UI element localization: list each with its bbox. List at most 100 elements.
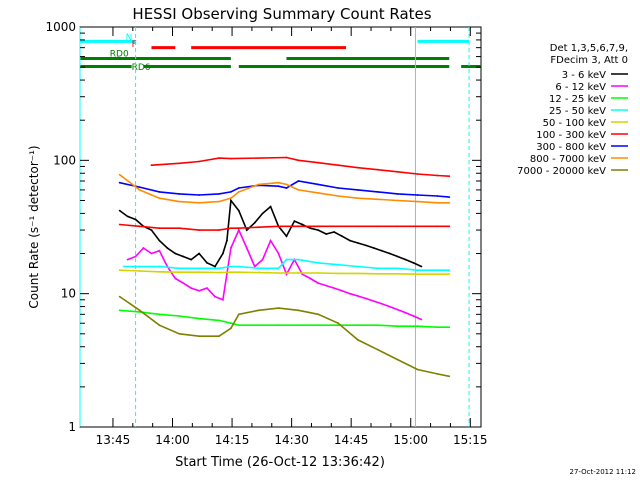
series-point-9 (337, 164, 339, 167)
series-point-3 (277, 267, 280, 270)
series-point-1 (269, 239, 272, 242)
series-point-6 (198, 194, 201, 196)
series-point-7 (297, 189, 300, 191)
series-point-4 (448, 273, 451, 276)
y-tick-label: 1000 (45, 20, 76, 34)
series-point-1 (365, 297, 367, 300)
series-layer (118, 156, 451, 378)
legend-label: 100 - 300 keV (536, 130, 606, 141)
series-point-5 (277, 225, 280, 228)
series-point-9 (357, 166, 359, 169)
series-point-1 (325, 284, 328, 287)
series-point-1 (214, 295, 216, 298)
series-point-1 (261, 258, 264, 261)
series-point-0 (118, 209, 121, 212)
series-point-1 (372, 300, 375, 302)
series-point-0 (214, 265, 216, 268)
series-point-9 (376, 168, 379, 171)
series-point-1 (150, 252, 153, 255)
series-point-4 (218, 271, 220, 274)
series-point-9 (436, 174, 439, 177)
series-point-6 (297, 180, 300, 182)
series-point-0 (150, 229, 153, 232)
series-point-8 (237, 313, 240, 316)
series-point-9 (150, 164, 153, 167)
legend-header: FDecim 3, Att 0 (550, 55, 628, 66)
series-point-8 (376, 348, 379, 351)
series-point-3 (396, 267, 399, 270)
series-point-2 (436, 326, 439, 329)
series-point-1 (404, 311, 407, 314)
series-point-2 (376, 324, 379, 327)
flag-label-f: F (132, 40, 137, 50)
series-point-0 (261, 212, 264, 215)
series-line-8 (119, 295, 450, 378)
x-tick-label: 14:30 (274, 433, 309, 447)
series-point-8 (230, 327, 232, 330)
x-tick-label: 15:15 (453, 433, 488, 447)
series-point-8 (118, 295, 121, 298)
series-point-0 (325, 233, 328, 235)
series-point-3 (178, 267, 181, 270)
series-point-0 (285, 235, 288, 238)
series-point-1 (190, 287, 193, 289)
series-point-0 (317, 229, 320, 232)
series-point-6 (237, 187, 240, 189)
series-point-9 (396, 170, 399, 173)
legend-label: 50 - 100 keV (543, 118, 607, 129)
series-point-1 (222, 298, 224, 301)
series-point-4 (436, 273, 439, 276)
series-point-7 (396, 199, 399, 202)
series-point-3 (218, 267, 220, 270)
series-point-9 (178, 162, 181, 165)
series-line-9 (151, 156, 450, 177)
series-point-6 (436, 195, 439, 197)
timestamp: 27-Oct-2012 11:12 (570, 468, 636, 476)
series-point-3 (122, 265, 125, 268)
series-point-0 (269, 205, 272, 208)
series-point-7 (436, 201, 439, 204)
legend-label: 25 - 50 keV (549, 106, 606, 117)
series-point-4 (376, 272, 379, 275)
axis-layer: 1 10 100 1000 13:45 14:00 14:15 14:30 14:45 15:00… (45, 20, 487, 447)
series-point-1 (357, 295, 359, 297)
series-point-1 (317, 282, 320, 284)
y-axis-label: Count Rate (s⁻¹ detector⁻¹) (27, 145, 41, 308)
series-point-1 (277, 252, 280, 255)
series-point-9 (218, 157, 220, 160)
series-point-2 (198, 317, 201, 320)
series-point-6 (277, 185, 280, 188)
series-line-6 (119, 180, 450, 198)
series-point-3 (297, 258, 300, 261)
series-point-6 (138, 186, 141, 189)
series-point-8 (257, 309, 260, 312)
series-point-6 (285, 187, 288, 189)
series-point-2 (218, 319, 220, 322)
series-point-7 (337, 195, 339, 197)
x-tick-label: 15:00 (393, 433, 428, 447)
flag-label-rd6: RD6 (132, 63, 151, 73)
series-point-7 (158, 197, 161, 200)
series-point-1 (237, 229, 240, 232)
series-point-0 (357, 242, 359, 244)
series-point-3 (436, 269, 439, 272)
series-point-5 (218, 229, 220, 232)
series-point-5 (257, 226, 260, 229)
series-point-2 (178, 315, 181, 317)
legend-label: 3 - 6 keV (562, 70, 606, 81)
x-axis-label: Start Time (26-Oct-12 13:36:42) (175, 455, 385, 470)
series-point-3 (257, 267, 260, 270)
series-point-7 (237, 191, 240, 193)
series-point-1 (412, 315, 415, 317)
legend: Det 1,3,5,6,7,9,FDecim 3, Att 0 3 - 6 keV… (517, 43, 628, 177)
series-line-5 (119, 223, 450, 231)
series-point-5 (357, 225, 359, 228)
series-point-8 (396, 358, 399, 361)
series-point-2 (416, 325, 419, 328)
series-point-0 (372, 247, 375, 249)
series-point-4 (396, 272, 399, 275)
series-point-5 (337, 225, 339, 228)
series-point-4 (158, 270, 161, 273)
series-point-1 (134, 255, 137, 258)
